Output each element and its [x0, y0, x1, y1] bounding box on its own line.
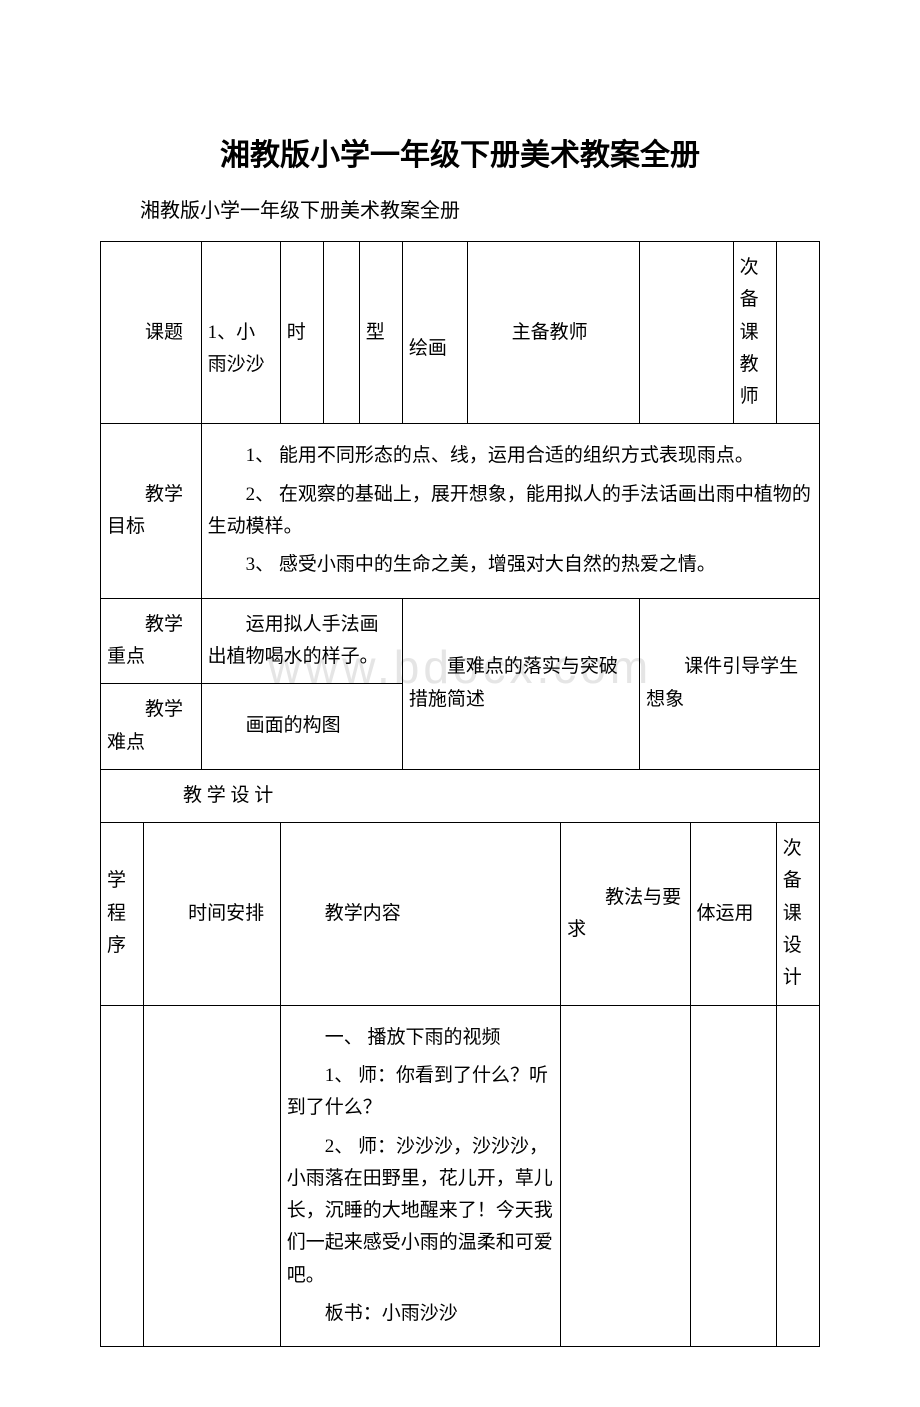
cell-media-value [690, 1005, 776, 1347]
cell-objectives-value: 1、 能用不同形态的点、线，运用合适的组织方式表现雨点。 2、 在观察的基础上，… [201, 424, 819, 598]
cell-main-teacher-label: 主备教师 [467, 242, 640, 424]
cell-second-teacher-value [776, 242, 819, 424]
objective-3: 3、 感受小雨中的生命之美，增强对大自然的热爱之情。 [208, 549, 813, 581]
objective-2: 2、 在观察的基础上，展开想象，能用拟人的手法话画出雨中植物的生动模样。 [208, 479, 813, 544]
cell-media-label: 体运用 [690, 823, 776, 1005]
cell-procedure-value [101, 1005, 144, 1347]
cell-design-label: 教 学 设 计 [101, 769, 820, 822]
cell-second-teacher-label: 次备课教师 [733, 242, 776, 424]
objective-1: 1、 能用不同形态的点、线，运用合适的组织方式表现雨点。 [208, 440, 813, 472]
cell-blank [323, 242, 359, 424]
table-row: 教 学 设 计 [101, 769, 820, 822]
table-row: 教学目标 1、 能用不同形态的点、线，运用合适的组织方式表现雨点。 2、 在观察… [101, 424, 820, 598]
cell-content-value: 一、 播放下雨的视频 1、 师：你看到了什么？听到了什么？ 2、 师：沙沙沙，沙… [280, 1005, 560, 1347]
content-p1: 一、 播放下雨的视频 [287, 1022, 554, 1054]
content-p4: 板书：小雨沙沙 [287, 1298, 554, 1330]
table-row: 学程序 时间安排 教学内容 教法与要求 体运用 次备课设计 [101, 823, 820, 1005]
cell-course-title-value: 1、小雨沙沙 [201, 242, 280, 424]
cell-course-title-label: 课题 [101, 242, 202, 424]
cell-method-label: 教法与要求 [561, 823, 690, 1005]
cell-method-value [561, 1005, 690, 1347]
table-row: 教学重点 运用拟人手法画出植物喝水的样子。 重难点的落实与突破措施简述 课件引导… [101, 598, 820, 684]
table-row: 课题 1、小雨沙沙 时 型 绘画 主备教师 次备课教师 [101, 242, 820, 424]
cell-procedure-label: 学程序 [101, 823, 144, 1005]
cell-difficulty-value: 画面的构图 [201, 684, 402, 770]
cell-measures-label: 重难点的落实与突破措施简述 [402, 598, 639, 769]
cell-time-value [144, 1005, 281, 1347]
cell-key-point-value: 运用拟人手法画出植物喝水的样子。 [201, 598, 402, 684]
lesson-plan-table: 课题 1、小雨沙沙 时 型 绘画 主备教师 次备课教师 教学目标 1、 能用不同… [100, 241, 820, 1347]
page-subtitle: 湘教版小学一年级下册美术教案全册 [100, 194, 820, 223]
cell-main-teacher-value [640, 242, 733, 424]
cell-second-design-label: 次备课设计 [776, 823, 819, 1005]
cell-time-label: 时间安排 [144, 823, 281, 1005]
content-p3: 2、 师：沙沙沙，沙沙沙，小雨落在田野里，花儿开，草儿长，沉睡的大地醒来了！今天… [287, 1131, 554, 1292]
cell-type-value: 绘画 [402, 242, 467, 424]
content-p2: 1、 师：你看到了什么？听到了什么？ [287, 1060, 554, 1125]
cell-difficulty-label: 教学难点 [101, 684, 202, 770]
cell-xing: 型 [359, 242, 402, 424]
cell-shi: 时 [280, 242, 323, 424]
cell-measures-value: 课件引导学生想象 [640, 598, 820, 769]
page-title: 湘教版小学一年级下册美术教案全册 [100, 130, 820, 174]
cell-content-label: 教学内容 [280, 823, 560, 1005]
table-row: 一、 播放下雨的视频 1、 师：你看到了什么？听到了什么？ 2、 师：沙沙沙，沙… [101, 1005, 820, 1347]
cell-key-point-label: 教学重点 [101, 598, 202, 684]
cell-objectives-label: 教学目标 [101, 424, 202, 598]
cell-second-design-value [776, 1005, 819, 1347]
